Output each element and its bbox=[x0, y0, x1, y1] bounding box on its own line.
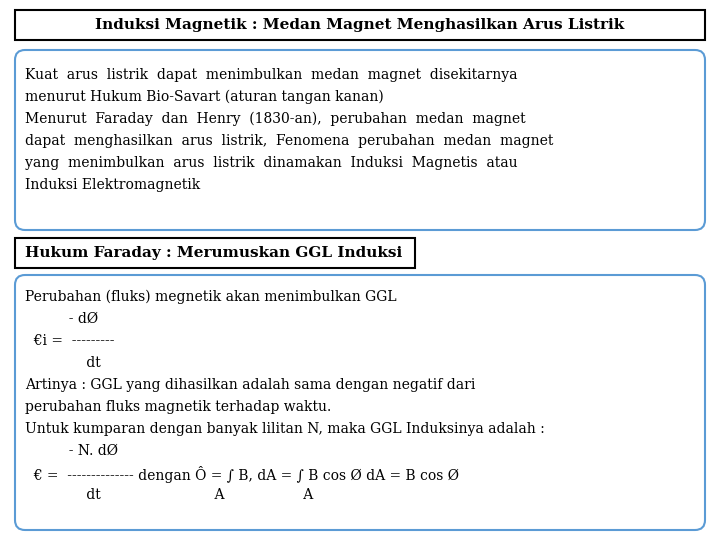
Text: Perubahan (fluks) megnetik akan menimbulkan GGL: Perubahan (fluks) megnetik akan menimbul… bbox=[25, 290, 397, 305]
FancyBboxPatch shape bbox=[15, 50, 705, 230]
Text: Hukum Faraday : Merumuskan GGL Induksi: Hukum Faraday : Merumuskan GGL Induksi bbox=[25, 246, 402, 260]
Text: Kuat  arus  listrik  dapat  menimbulkan  medan  magnet  disekitarnya: Kuat arus listrik dapat menimbulkan meda… bbox=[25, 68, 518, 82]
FancyBboxPatch shape bbox=[15, 238, 415, 268]
FancyBboxPatch shape bbox=[15, 10, 705, 40]
Text: Artinya : GGL yang dihasilkan adalah sama dengan negatif dari: Artinya : GGL yang dihasilkan adalah sam… bbox=[25, 378, 475, 392]
Text: € =  -------------- dengan Ô = ∫ B, dA = ∫ B cos Ø dA = B cos Ø: € = -------------- dengan Ô = ∫ B, dA = … bbox=[25, 466, 459, 483]
Text: - dØ: - dØ bbox=[25, 312, 98, 326]
Text: yang  menimbulkan  arus  listrik  dinamakan  Induksi  Magnetis  atau: yang menimbulkan arus listrik dinamakan … bbox=[25, 156, 518, 170]
Text: - N. dØ: - N. dØ bbox=[25, 444, 118, 458]
Text: Untuk kumparan dengan banyak lilitan N, maka GGL Induksinya adalah :: Untuk kumparan dengan banyak lilitan N, … bbox=[25, 422, 545, 436]
Text: Induksi Magnetik : Medan Magnet Menghasilkan Arus Listrik: Induksi Magnetik : Medan Magnet Menghasi… bbox=[95, 18, 625, 32]
Text: perubahan fluks magnetik terhadap waktu.: perubahan fluks magnetik terhadap waktu. bbox=[25, 400, 331, 414]
Text: dt                          A                  A: dt A A bbox=[25, 488, 313, 502]
Text: menurut Hukum Bio-Savart (aturan tangan kanan): menurut Hukum Bio-Savart (aturan tangan … bbox=[25, 90, 384, 104]
Text: dt: dt bbox=[25, 356, 101, 370]
Text: Menurut  Faraday  dan  Henry  (1830-an),  perubahan  medan  magnet: Menurut Faraday dan Henry (1830-an), per… bbox=[25, 112, 526, 126]
Text: Induksi Elektromagnetik: Induksi Elektromagnetik bbox=[25, 178, 200, 192]
Text: dapat  menghasilkan  arus  listrik,  Fenomena  perubahan  medan  magnet: dapat menghasilkan arus listrik, Fenomen… bbox=[25, 134, 554, 148]
Text: €i =  ---------: €i = --------- bbox=[25, 334, 114, 348]
FancyBboxPatch shape bbox=[15, 275, 705, 530]
